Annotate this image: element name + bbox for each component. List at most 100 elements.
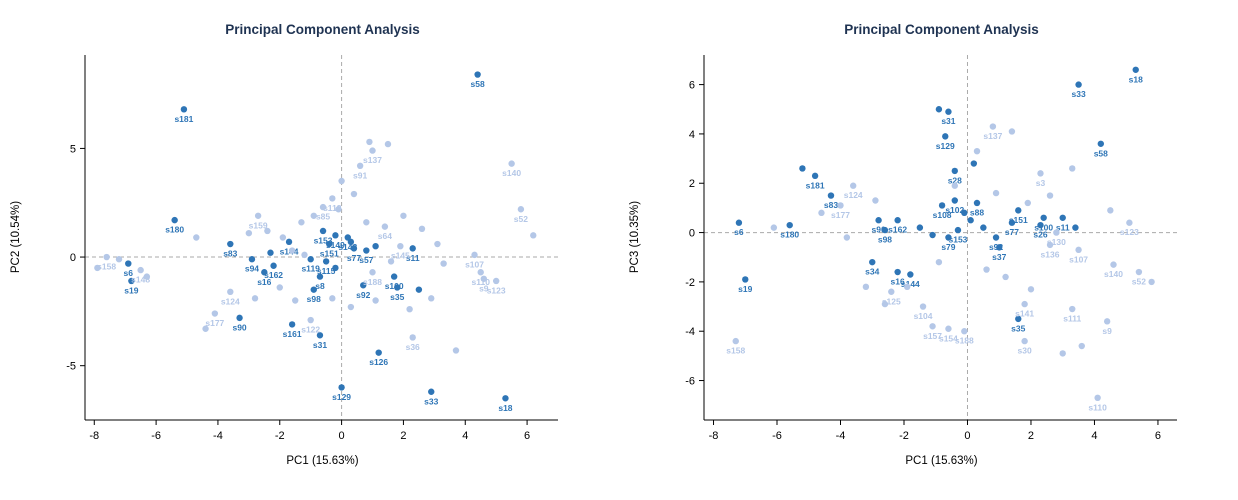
point-label: s111 bbox=[1063, 314, 1081, 324]
data-point bbox=[1008, 128, 1016, 135]
data-point bbox=[288, 321, 296, 328]
data-point bbox=[180, 106, 188, 113]
data-point bbox=[967, 217, 974, 224]
point-label: s3 bbox=[1036, 178, 1046, 188]
point-label: s159 bbox=[249, 220, 268, 230]
point-label: s177 bbox=[205, 318, 224, 328]
data-point bbox=[1008, 219, 1016, 226]
data-point bbox=[770, 224, 778, 231]
point-label: s52 bbox=[1132, 277, 1146, 287]
data-point bbox=[350, 245, 358, 252]
point-label: s110 bbox=[471, 277, 490, 287]
data-point bbox=[384, 140, 392, 148]
point-label: s57 bbox=[359, 255, 373, 265]
point-label: s151 bbox=[320, 249, 339, 259]
point-label: s144 bbox=[901, 279, 920, 289]
data-point bbox=[267, 249, 274, 256]
data-point bbox=[115, 256, 123, 263]
data-point bbox=[827, 192, 835, 199]
data-point bbox=[903, 283, 911, 291]
data-point bbox=[989, 123, 997, 130]
data-point bbox=[332, 232, 339, 239]
data-point bbox=[951, 167, 958, 175]
point-label: s181 bbox=[806, 180, 825, 190]
data-point bbox=[1069, 165, 1076, 172]
point-label: s35 bbox=[1011, 323, 1025, 333]
data-point bbox=[171, 216, 178, 224]
data-point bbox=[350, 190, 358, 198]
data-point bbox=[471, 251, 478, 259]
point-label: s148 bbox=[131, 275, 150, 285]
data-point bbox=[735, 219, 743, 226]
point-label: s137 bbox=[363, 155, 382, 165]
data-point bbox=[415, 286, 423, 293]
data-point bbox=[1078, 342, 1085, 350]
data-point bbox=[935, 258, 943, 266]
point-label: s154 bbox=[939, 333, 958, 343]
x-tick-label: -8 bbox=[89, 430, 99, 442]
y-tick-label: -5 bbox=[66, 361, 76, 373]
data-point bbox=[270, 262, 277, 269]
data-point bbox=[332, 264, 339, 272]
point-label: s107 bbox=[1069, 254, 1088, 264]
point-label: s52 bbox=[514, 214, 528, 224]
data-point bbox=[227, 288, 234, 296]
point-label: s153 bbox=[948, 235, 967, 245]
data-point bbox=[1107, 207, 1114, 214]
point-label: s119 bbox=[301, 264, 320, 274]
data-point bbox=[94, 264, 101, 272]
data-point bbox=[1027, 286, 1035, 293]
data-point bbox=[961, 209, 968, 217]
data-point bbox=[945, 325, 952, 332]
y-axis-label: PC2 (10.54%) bbox=[10, 200, 22, 274]
data-point bbox=[1059, 350, 1066, 357]
data-point bbox=[292, 297, 299, 304]
data-point bbox=[347, 303, 355, 311]
data-point bbox=[1021, 300, 1028, 308]
data-point bbox=[1126, 219, 1133, 226]
data-point bbox=[128, 277, 135, 285]
y-tick-label: 4 bbox=[689, 129, 695, 141]
data-point bbox=[394, 284, 401, 291]
data-point bbox=[1053, 229, 1060, 236]
pca-chart-pc1-pc3: -8 -6 -4 -2 0 2 4 6 -6 -4 -2 0 2 4 6 s18 s33 s31 s129 s58 s2… bbox=[619, 0, 1238, 500]
y-tick-label: -4 bbox=[685, 326, 695, 338]
data-point bbox=[477, 269, 484, 276]
x-tick-label: 2 bbox=[1028, 430, 1034, 442]
point-label: s129 bbox=[936, 141, 955, 151]
point-label: s137 bbox=[983, 131, 1002, 141]
point-label: s83 bbox=[824, 200, 838, 210]
data-point bbox=[818, 209, 825, 217]
data-point bbox=[942, 133, 949, 140]
data-point bbox=[492, 277, 500, 285]
data-point bbox=[261, 269, 268, 276]
scatter-plot-pc1-pc2: -8 -6 -4 -2 0 2 4 6 -5 0 5 s58 s181 s180 s83 s6 s19 s94 s1… bbox=[66, 55, 558, 442]
data-point bbox=[363, 219, 370, 226]
data-point bbox=[202, 325, 209, 332]
point-label: s140 bbox=[1104, 269, 1123, 279]
point-label: s91 bbox=[353, 170, 367, 180]
data-point bbox=[369, 147, 376, 154]
data-point bbox=[945, 108, 952, 115]
data-point bbox=[279, 234, 287, 241]
x-tick-label: -6 bbox=[151, 430, 161, 442]
data-point bbox=[929, 323, 936, 330]
data-point bbox=[103, 253, 110, 261]
data-point bbox=[440, 260, 447, 267]
data-point bbox=[1069, 305, 1076, 313]
y-tick-label: 2 bbox=[689, 178, 695, 190]
data-point bbox=[387, 258, 395, 265]
point-label: s64 bbox=[378, 231, 392, 241]
y-tick-label: 6 bbox=[689, 80, 695, 92]
data-point bbox=[1094, 394, 1101, 402]
x-axis-label: PC1 (15.63%) bbox=[286, 455, 359, 467]
pca-chart-pc1-pc2: -8 -6 -4 -2 0 2 4 6 -5 0 5 s58 s181 s180 s83 s6 s19 s94 s1… bbox=[10, 22, 558, 467]
data-point bbox=[322, 258, 330, 265]
point-label: s140 bbox=[502, 168, 521, 178]
data-point bbox=[409, 245, 416, 252]
x-tick-label: 2 bbox=[400, 430, 406, 442]
data-point bbox=[907, 271, 914, 278]
y-tick-label: 0 bbox=[689, 228, 695, 240]
data-point bbox=[983, 266, 990, 273]
